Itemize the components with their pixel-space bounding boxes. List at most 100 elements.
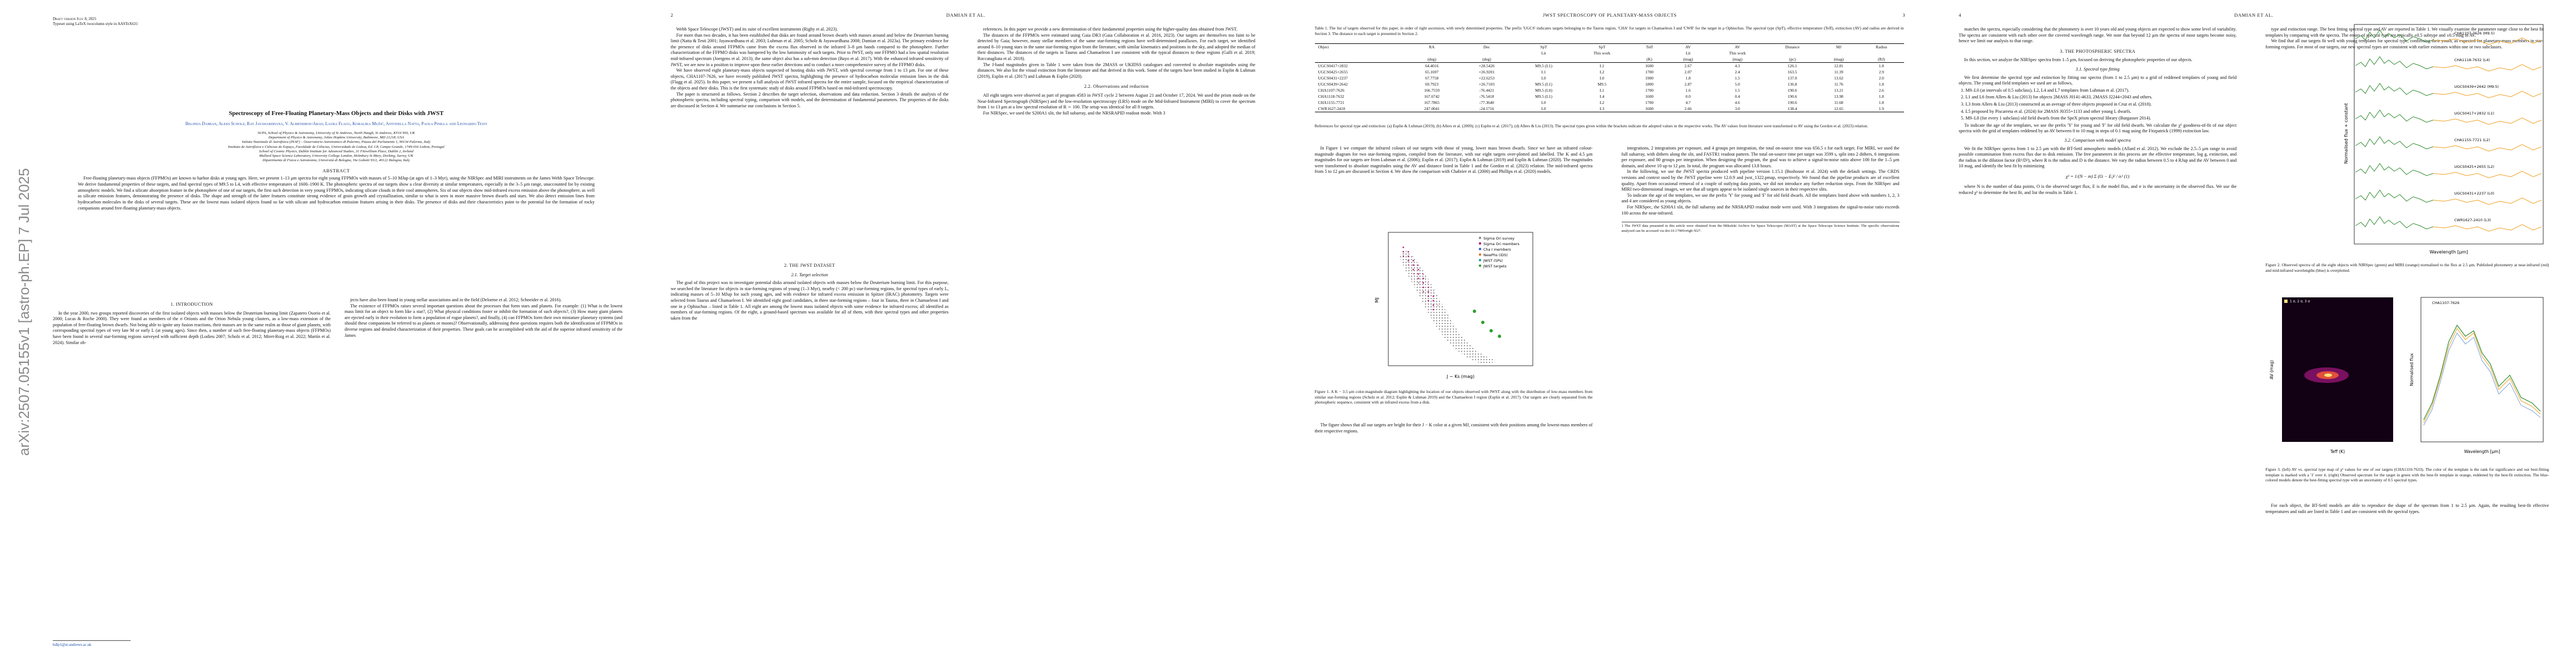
cell: 1.8 xyxy=(1879,94,1884,99)
observed-spectrum xyxy=(2423,324,2541,420)
spectrum xyxy=(2433,64,2542,72)
cell: 2.4 xyxy=(1735,69,1740,74)
paragraph: The goal of this project was to investig… xyxy=(670,280,949,321)
header-cell xyxy=(1514,56,1573,63)
header-cell: SpT xyxy=(1598,44,1606,49)
paragraph: The existence of FFPMOs raises several i… xyxy=(345,303,622,338)
cell: 2.67 xyxy=(1684,63,1692,68)
section-heading: 2. THE JWST DATASET xyxy=(784,263,835,268)
list-item: 4. L5 proposed by Piscarreta et al. (202… xyxy=(1961,108,2131,114)
header-cell xyxy=(1315,50,1405,56)
cell: 2.07 xyxy=(1684,69,1692,74)
table-caption: Table 1. The list of targets observed fo… xyxy=(1314,26,1904,36)
cell: CHA1118-7632 xyxy=(1318,94,1344,99)
affiliation: Mullard Space Science Laboratory, Univer… xyxy=(259,154,413,158)
page-number: 3 xyxy=(1902,12,1906,18)
legend-marker xyxy=(1478,236,1481,240)
cell: +26.9201 xyxy=(1478,69,1495,74)
header-cell: Dec xyxy=(1483,44,1490,49)
cell: 137.0 xyxy=(1787,76,1797,81)
subsection-heading: 3.2. Comparison with model spectra xyxy=(2064,137,2131,143)
header-cell: Lit xyxy=(1541,51,1546,56)
target-marker xyxy=(1497,335,1501,338)
affiliation: Istituto Nazionale di Astrofisica (INAF)… xyxy=(242,140,431,145)
cell: -76.4421 xyxy=(1479,88,1494,93)
cell: 163.5 xyxy=(1787,69,1797,74)
cell: 190.6 xyxy=(1787,94,1797,99)
target-marker xyxy=(1481,321,1484,324)
table-row: UGCS0439+2642 69.7923 +26.7103 M9.5 (L1) M9.… xyxy=(1315,81,1904,87)
list-item: 3. L3 from Allers & Liu (2013) construct… xyxy=(1961,101,2152,107)
cell: 1900 xyxy=(1645,76,1654,81)
cell: 1.5 xyxy=(1735,76,1740,81)
cell: 138.4 xyxy=(1787,106,1797,111)
email[interactable]: bdlp1@st-andrews.ac.uk xyxy=(53,640,131,647)
authors: Belinda Damian, Aleks Scholz, Ray Jayawa… xyxy=(185,121,487,126)
figure-caption: Figure 1. A K − 3.5 μm color-magnitude d… xyxy=(1314,389,1593,405)
legend-label: JWST targets xyxy=(1483,264,1507,268)
column: jects have also been found in young stel… xyxy=(345,297,622,339)
header-cell: (mag) xyxy=(1732,57,1742,62)
paragraph: The paper is structured as follows. Sect… xyxy=(670,91,949,108)
legend-label: CHA1107-7626 xyxy=(2432,301,2459,305)
subsection-heading: 2.1. Target selection xyxy=(791,272,828,277)
list-item: 2. L1 and L6 from Allers & Liu (2013) fo… xyxy=(1961,94,2153,100)
header-cell: SpT xyxy=(1540,44,1547,49)
page-3: JWST spectroscopy of planetary-mass obje… xyxy=(1288,0,1932,667)
paragraph: For NIRSpec, the S200A1 slit, the full s… xyxy=(1621,204,1900,216)
page-1: arXiv:2507.05155v1 [astro-ph.EP] 7 Jul 2… xyxy=(0,0,644,667)
cell: M9.5 (L1) xyxy=(1535,63,1552,68)
cell: L2 xyxy=(1600,69,1605,74)
cell: 0.0 xyxy=(1685,94,1691,99)
plot-frame xyxy=(1388,232,1533,366)
column: 1. INTRODUCTION In the year 2000, two gro… xyxy=(53,297,331,346)
section-heading: 2.2. Observations and reduction xyxy=(1084,84,1149,89)
cell: 167.7865 xyxy=(1424,100,1440,105)
header-cell: (RJ) xyxy=(1877,57,1885,62)
cell: UGCS0425+2655 xyxy=(1318,69,1348,74)
column: integrations, 2 integrations per exposur… xyxy=(1621,146,1900,233)
paragraph: To indicate the age of the templates, we… xyxy=(1621,192,1900,204)
column: 2. THE JWST DATASET 2.1. Target selection… xyxy=(671,258,949,321)
header-cell: RA xyxy=(1429,44,1435,49)
legend-marker xyxy=(1478,247,1481,251)
paragraph: To indicate the age of the templates, we… xyxy=(1959,122,2237,134)
table-row: CHA1155-7721 167.7865 -77.3640 L0 L2 1700 4.7 4… xyxy=(1315,99,1904,106)
cell: 11.68 xyxy=(1834,100,1843,105)
header-cell: Distance xyxy=(1785,44,1800,49)
header-cell xyxy=(1573,56,1631,63)
table-row: CHA1118-7632 167.6742 -76.5418 M9.5 (L1) L4 1… xyxy=(1315,93,1904,99)
cell: L1 xyxy=(1600,88,1605,93)
header-cell: Teff xyxy=(1646,44,1653,49)
cell: 1700 xyxy=(1645,100,1654,105)
cell: M9.5 (L1) xyxy=(1535,94,1552,99)
plot-frame xyxy=(2354,24,2544,245)
column: In Figure 1 we compare the infrared colo… xyxy=(1315,146,1593,175)
cell: CHA1155-7721 xyxy=(1318,100,1344,105)
cell: L3 xyxy=(1600,106,1605,111)
paragraph: Webb Space Telescope (JWST) and its suit… xyxy=(676,27,838,32)
cell: 13.62 xyxy=(1834,76,1843,81)
footnote: 1 The JWST data presented in this articl… xyxy=(1621,222,1900,233)
figure-3: 1 σ, 2 σ, 3 σ Teff (K) AV (mag) CHA1107-… xyxy=(2269,297,2544,454)
cell: 136.8 xyxy=(1787,82,1797,87)
cell: 1.5 xyxy=(1735,88,1740,93)
cell: +22.6253 xyxy=(1478,76,1495,81)
cell: 1.8 xyxy=(1685,76,1691,81)
table-header-row: (deg) (deg) (K) (mag) (mag) (pc) (mag) (RJ) xyxy=(1314,56,1904,63)
table-row: CWR1627-2410 247.0041 -24.1716 L0 L3 1600 2.66… xyxy=(1315,106,1904,112)
legend-marker xyxy=(1478,253,1481,256)
cell: M9.5 xyxy=(1597,82,1607,87)
paragraph: The distances of the FFPMOs were estimat… xyxy=(977,32,1255,61)
affiliations: SUPA, School of Physics & Astronomy, Uni… xyxy=(100,131,572,163)
cell: 1600 xyxy=(1645,63,1654,68)
header-cell: MJ xyxy=(1836,44,1842,49)
template-spectrum xyxy=(2423,332,2541,426)
cell: 11.76 xyxy=(1834,82,1843,87)
cell: 12.65 xyxy=(1834,106,1843,111)
y-label: Normalised flux + constant xyxy=(2344,103,2349,163)
figure-caption: Figure 3. (left) AV vs. spectral type ma… xyxy=(2265,467,2549,483)
cell: +26.7103 xyxy=(1478,82,1495,87)
